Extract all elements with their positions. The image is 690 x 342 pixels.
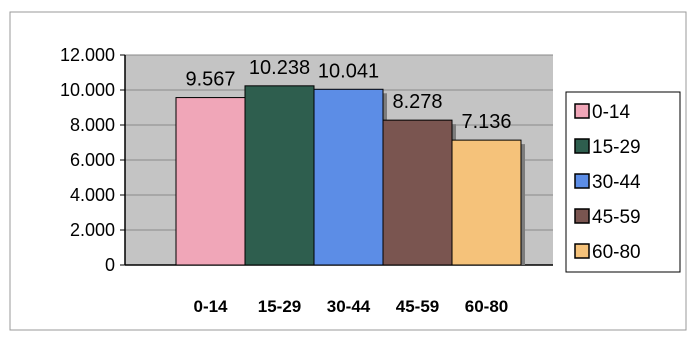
legend-label: 0-14: [592, 102, 630, 123]
y-tick-label: 12.000: [60, 45, 115, 65]
legend-label: 30-44: [592, 172, 641, 193]
data-label: 8.278: [392, 91, 442, 113]
y-tick-label: 8.000: [70, 115, 115, 135]
x-tick-label: 30-44: [327, 297, 371, 316]
data-labels: 9.567 10.238 10.041 8.278 7.136: [185, 57, 511, 133]
legend-swatch: [574, 208, 590, 224]
data-label: 10.041: [318, 60, 379, 82]
legend-label: 15-29: [592, 137, 641, 158]
legend-label: 60-80: [592, 242, 641, 263]
data-label: 7.136: [461, 111, 511, 133]
data-label: 10.238: [249, 57, 310, 79]
bar-15-29: [244, 85, 315, 266]
bar-60-80: [451, 139, 522, 266]
x-tick-label: 60-80: [465, 297, 508, 316]
data-label: 9.567: [185, 69, 235, 91]
legend-swatch: [574, 138, 590, 154]
legend-swatch: [574, 243, 590, 259]
y-tick-label: 6.000: [70, 150, 115, 170]
legend: 0-14 15-29 30-44 45-59 60-80: [565, 91, 681, 273]
y-tick-label: 0: [105, 255, 115, 275]
legend-label: 45-59: [592, 207, 641, 228]
bars: [175, 85, 525, 266]
x-tick-label: 15-29: [258, 297, 301, 316]
x-tick-label: 0-14: [193, 297, 228, 316]
bar-0-14: [175, 97, 246, 266]
x-axis: 0-14 15-29 30-44 45-59 60-80: [193, 297, 508, 316]
x-tick-label: 45-59: [396, 297, 439, 316]
y-tick-label: 10.000: [60, 80, 115, 100]
bar-30-44: [313, 88, 384, 266]
y-tick-label: 2.000: [70, 220, 115, 240]
bar-45-59: [382, 119, 453, 266]
y-axis: 0 2.000 4.000 6.000 8.000 10.000 12.000: [60, 45, 553, 275]
legend-swatch: [574, 103, 590, 119]
legend-swatch: [574, 173, 590, 189]
y-tick-label: 4.000: [70, 185, 115, 205]
